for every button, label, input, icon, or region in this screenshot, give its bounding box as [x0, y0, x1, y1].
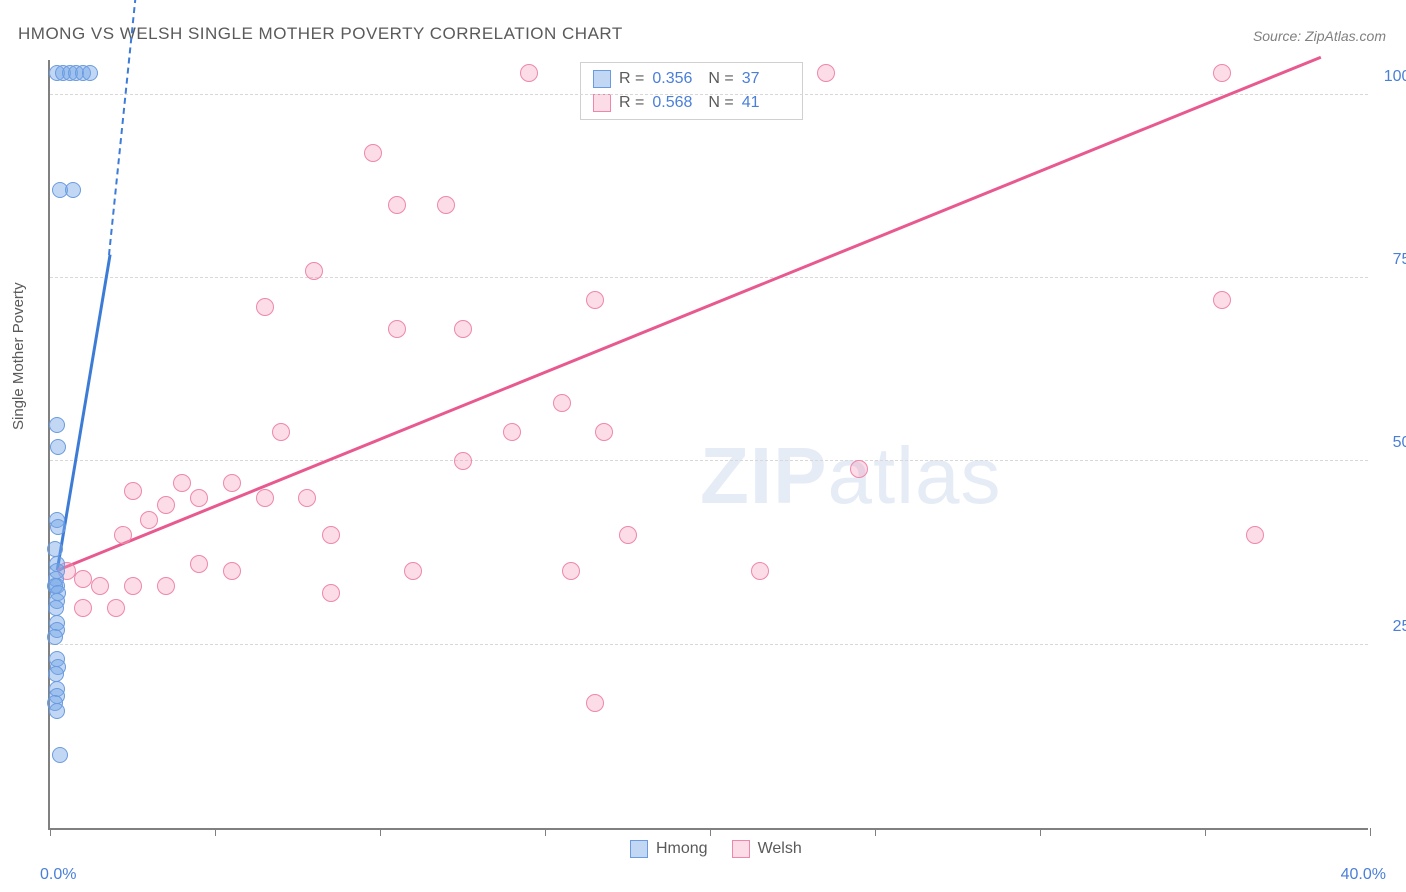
x-tick [1205, 828, 1206, 836]
data-point-welsh [595, 423, 613, 441]
x-tick [215, 828, 216, 836]
data-point-hmong [52, 747, 68, 763]
data-point-welsh [586, 291, 604, 309]
data-point-welsh [454, 320, 472, 338]
data-point-hmong [47, 541, 63, 557]
series-legend-item: Hmong [630, 840, 708, 858]
series-legend-label: Welsh [758, 840, 802, 858]
data-point-welsh [1213, 291, 1231, 309]
legend-swatch [593, 94, 611, 112]
data-point-welsh [114, 526, 132, 544]
data-point-welsh [305, 262, 323, 280]
chart-title: HMONG VS WELSH SINGLE MOTHER POVERTY COR… [18, 24, 623, 44]
data-point-welsh [751, 562, 769, 580]
x-tick [50, 828, 51, 836]
data-point-hmong [48, 600, 64, 616]
data-point-welsh [190, 489, 208, 507]
watermark: ZIPatlas [700, 430, 1001, 522]
data-point-welsh [553, 394, 571, 412]
x-tick [545, 828, 546, 836]
trendline [56, 56, 1321, 572]
data-point-welsh [322, 584, 340, 602]
x-tick [1370, 828, 1371, 836]
x-axis-max-label: 40.0% [1341, 866, 1386, 884]
legend-swatch [593, 70, 611, 88]
legend-r-value: 0.356 [652, 67, 700, 91]
data-point-welsh [503, 423, 521, 441]
data-point-welsh [140, 511, 158, 529]
data-point-welsh [107, 599, 125, 617]
data-point-welsh [272, 423, 290, 441]
data-point-hmong [49, 703, 65, 719]
data-point-welsh [256, 298, 274, 316]
gridline-h [50, 94, 1368, 95]
correlation-legend: R =0.356N =37R =0.568N =41 [580, 62, 803, 120]
x-tick [710, 828, 711, 836]
data-point-welsh [322, 526, 340, 544]
series-legend-label: Hmong [656, 840, 708, 858]
data-point-hmong [65, 182, 81, 198]
data-point-welsh [256, 489, 274, 507]
series-legend: Hmong Welsh [630, 840, 802, 858]
data-point-hmong [82, 65, 98, 81]
data-point-welsh [586, 694, 604, 712]
data-point-welsh [157, 577, 175, 595]
data-point-welsh [388, 320, 406, 338]
series-legend-item: Welsh [732, 840, 802, 858]
data-point-welsh [223, 474, 241, 492]
y-tick-label: 25.0% [1393, 618, 1406, 636]
data-point-hmong [49, 417, 65, 433]
x-axis-min-label: 0.0% [40, 866, 76, 884]
data-point-welsh [619, 526, 637, 544]
data-point-welsh [437, 196, 455, 214]
data-point-welsh [124, 482, 142, 500]
data-point-hmong [50, 439, 66, 455]
data-point-welsh [157, 496, 175, 514]
data-point-hmong [47, 629, 63, 645]
gridline-h [50, 277, 1368, 278]
data-point-welsh [364, 144, 382, 162]
data-point-welsh [454, 452, 472, 470]
data-point-hmong [50, 519, 66, 535]
legend-row: R = 0.356 N = 37 [593, 67, 790, 91]
data-point-welsh [1213, 64, 1231, 82]
plot-area: ZIPatlas R =0.356N =37R =0.568N =41 Hmon… [48, 60, 1368, 830]
data-point-welsh [74, 599, 92, 617]
data-point-welsh [817, 64, 835, 82]
data-point-welsh [562, 562, 580, 580]
data-point-hmong [48, 666, 64, 682]
y-tick-label: 100.0% [1384, 68, 1406, 86]
data-point-welsh [190, 555, 208, 573]
legend-swatch [630, 840, 648, 858]
data-point-welsh [388, 196, 406, 214]
gridline-h [50, 460, 1368, 461]
y-tick-label: 75.0% [1393, 251, 1406, 269]
data-point-welsh [520, 64, 538, 82]
x-tick [875, 828, 876, 836]
data-point-welsh [850, 460, 868, 478]
legend-swatch [732, 840, 750, 858]
data-point-welsh [173, 474, 191, 492]
legend-n-value: 37 [742, 67, 790, 91]
source-attribution: Source: ZipAtlas.com [1253, 28, 1386, 44]
legend-n-label: N = [708, 67, 733, 91]
data-point-welsh [74, 570, 92, 588]
data-point-welsh [124, 577, 142, 595]
y-tick-label: 50.0% [1393, 434, 1406, 452]
legend-r-label: R = [619, 67, 644, 91]
x-tick [380, 828, 381, 836]
x-tick [1040, 828, 1041, 836]
y-axis-label: Single Mother Poverty [10, 282, 27, 430]
gridline-h [50, 644, 1368, 645]
data-point-welsh [1246, 526, 1264, 544]
data-point-welsh [298, 489, 316, 507]
data-point-welsh [223, 562, 241, 580]
data-point-welsh [404, 562, 422, 580]
data-point-welsh [91, 577, 109, 595]
